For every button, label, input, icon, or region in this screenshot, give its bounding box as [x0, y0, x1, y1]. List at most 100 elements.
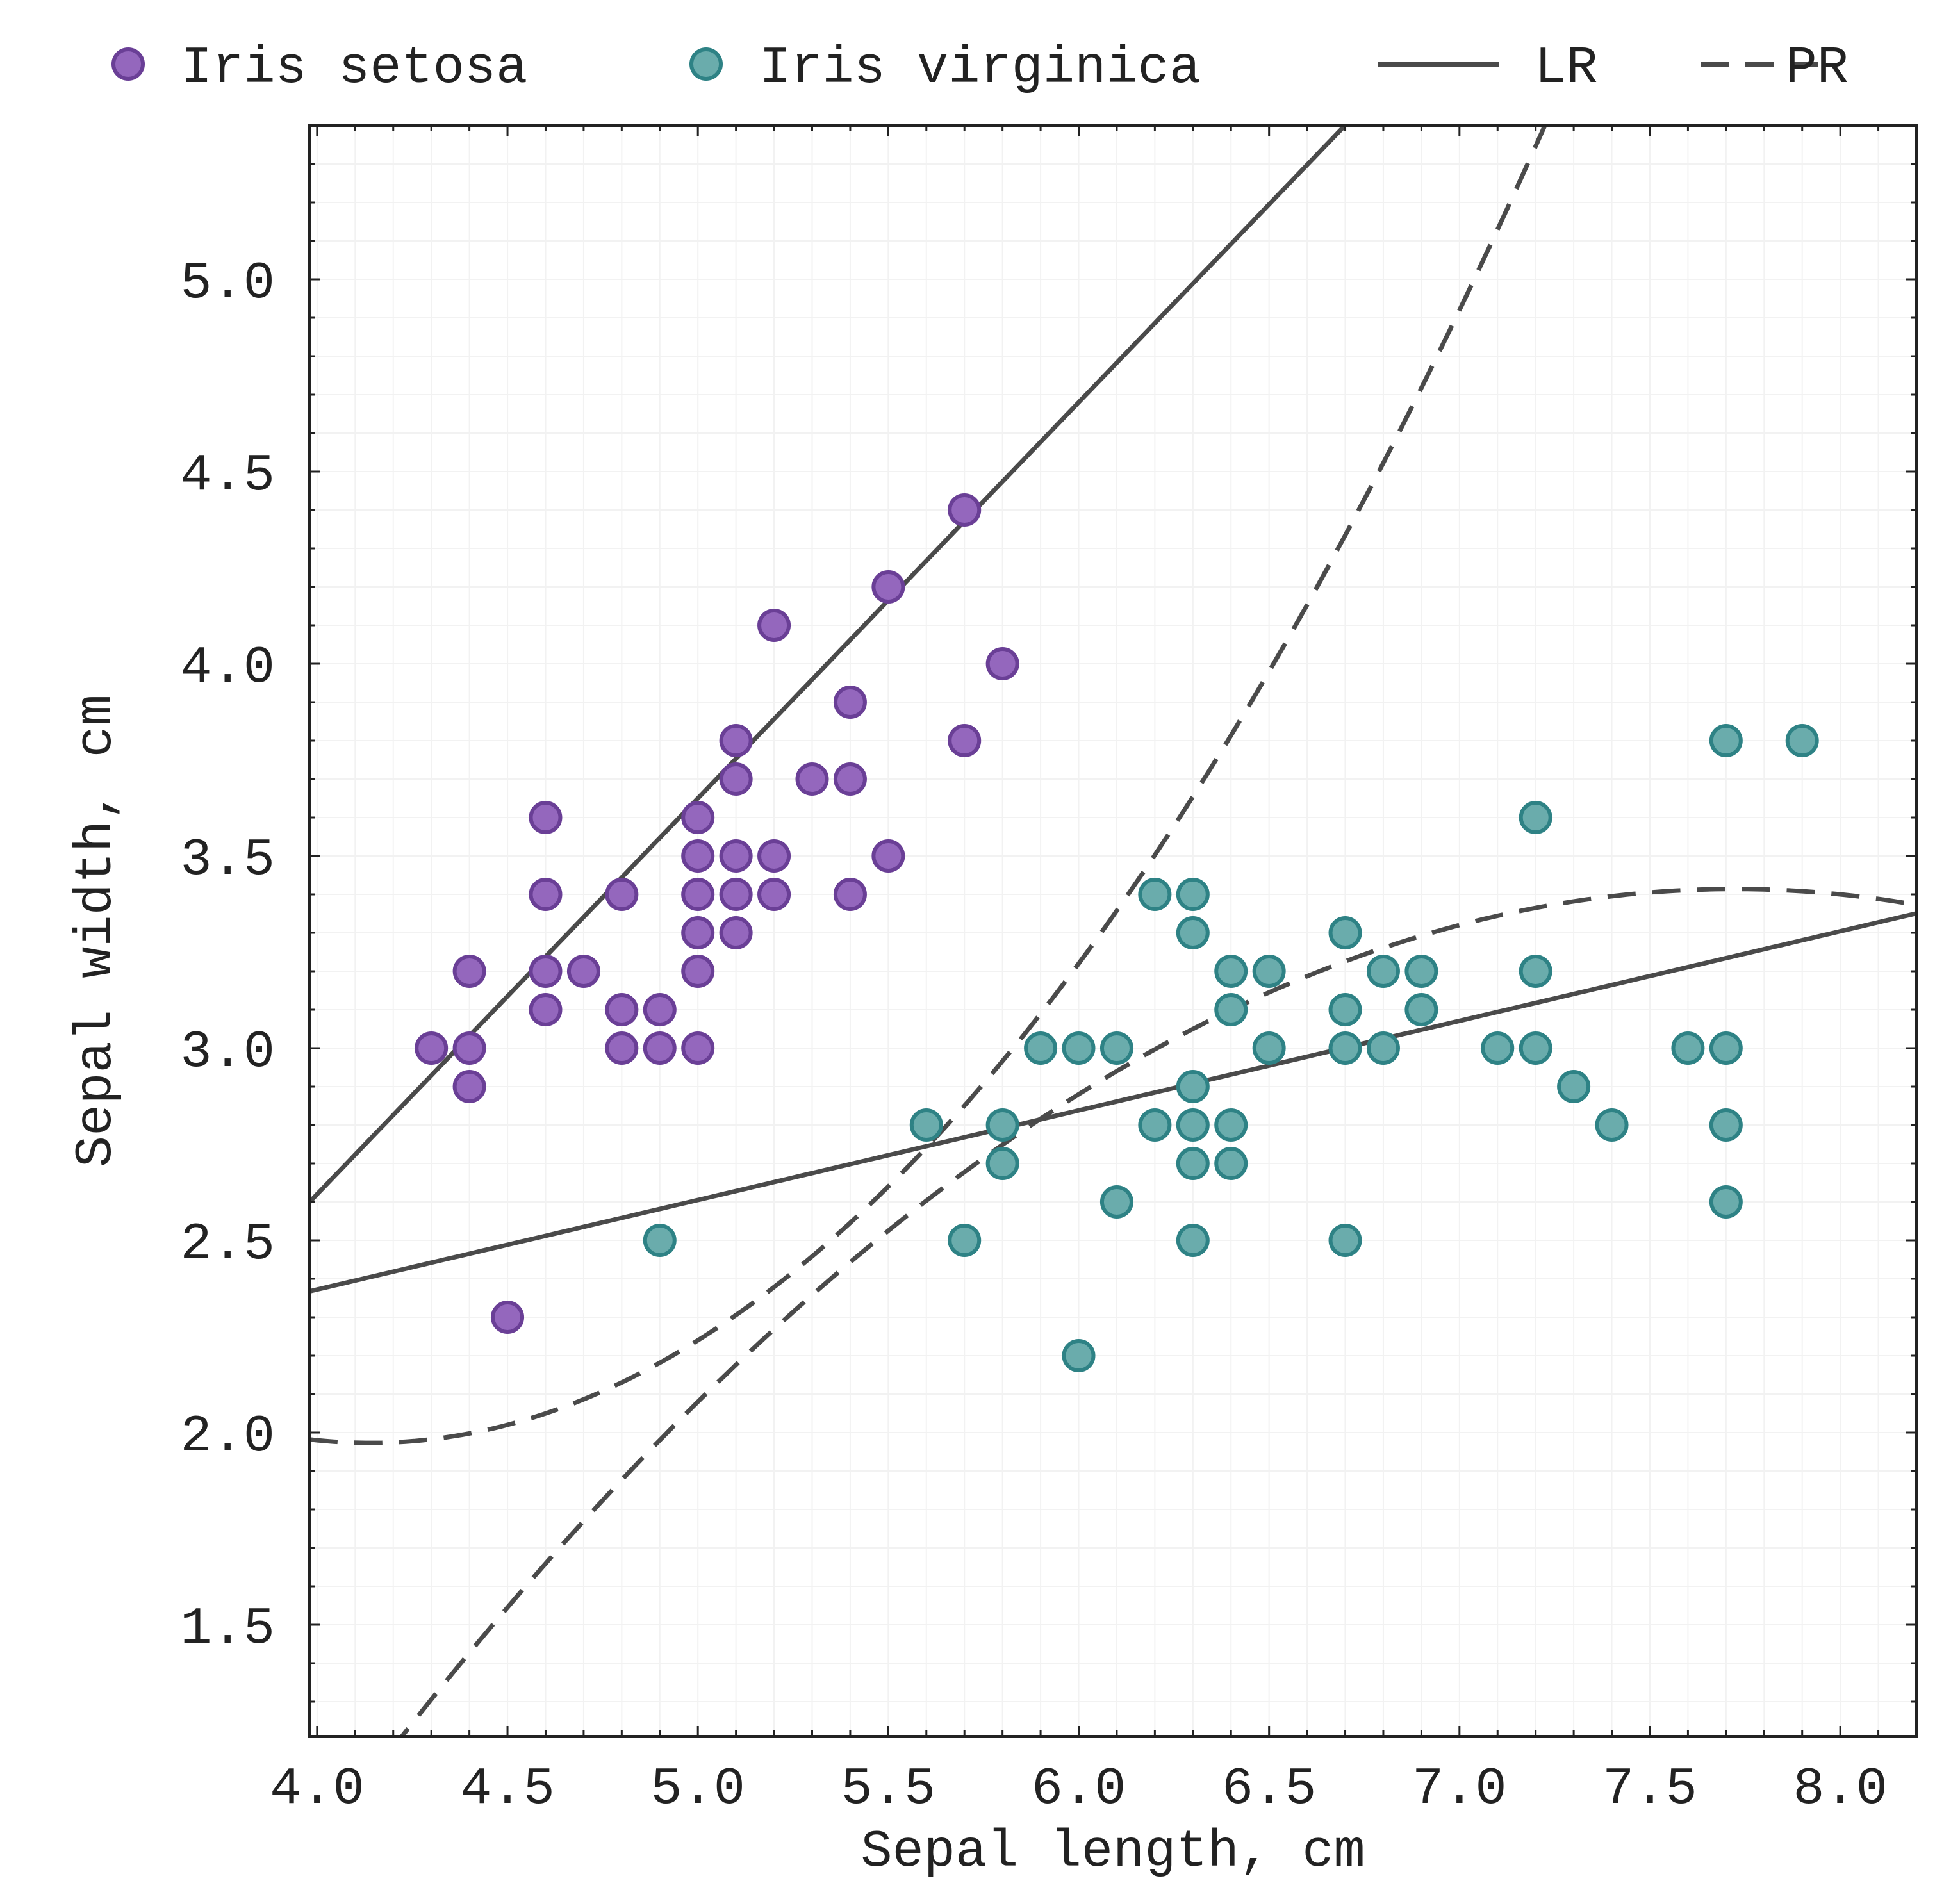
- data-point: [1024, 1031, 1058, 1065]
- x-tick-label: 4.5: [460, 1759, 555, 1819]
- data-point: [681, 1031, 715, 1065]
- y-axis-title: Sepal width, cm: [67, 694, 126, 1167]
- data-point: [1252, 1031, 1286, 1065]
- data-point: [1481, 1031, 1515, 1065]
- data-point: [757, 839, 791, 873]
- data-point: [871, 570, 905, 604]
- x-axis-title: Sepal length, cm: [861, 1822, 1365, 1882]
- data-point: [643, 1224, 677, 1257]
- fit-lines: [309, 126, 1916, 1736]
- data-point: [719, 839, 753, 873]
- legend: Iris setosa Iris virginica LR PR: [111, 38, 1849, 98]
- y-tick-label: 3.5: [180, 830, 275, 890]
- data-point: [1709, 1185, 1743, 1219]
- data-point: [833, 878, 867, 911]
- plot-frame: [308, 124, 1918, 1738]
- data-point: [681, 916, 715, 949]
- pr-line-setosa: [309, 126, 1547, 1445]
- x-tick-label: 4.0: [270, 1759, 365, 1819]
- axes: 4.0 4.5 5.0 5.5 6.0 6.5 7.0 7.5 8.0 1.5 2.0 2.5 3.0 3…: [180, 124, 1918, 1819]
- data-point: [415, 1031, 449, 1065]
- legend-marker-iris-setosa: [111, 47, 145, 81]
- data-point: [795, 762, 829, 796]
- data-point: [1138, 878, 1172, 911]
- data-point: [1062, 1031, 1096, 1065]
- y-tick-label: 4.0: [180, 638, 275, 698]
- data-point: [985, 1147, 1019, 1180]
- data-point: [1709, 1031, 1743, 1065]
- x-tick-label: 5.0: [650, 1759, 745, 1819]
- data-point: [1404, 955, 1438, 988]
- data-point: [1138, 1108, 1172, 1142]
- x-tick-label: 7.5: [1602, 1759, 1697, 1819]
- data-point: [1214, 993, 1248, 1026]
- data-point: [452, 1070, 486, 1103]
- data-point: [1099, 1185, 1133, 1219]
- data-point: [681, 839, 715, 873]
- data-point: [719, 916, 753, 949]
- data-point: [681, 955, 715, 988]
- data-point: [1328, 1031, 1362, 1065]
- plot-area: 4.0 4.5 5.0 5.5 6.0 6.5 7.0 7.5 8.0 1.5 2.0 2.5 3.0 3…: [180, 124, 1918, 1819]
- data-point: [643, 1031, 677, 1065]
- data-point: [1709, 1108, 1743, 1142]
- data-point: [643, 993, 677, 1026]
- data-point: [452, 955, 486, 988]
- data-point: [1062, 1339, 1096, 1372]
- series-setosa: [415, 493, 1019, 1334]
- data-point: [1328, 1224, 1362, 1257]
- data-point: [1404, 993, 1438, 1026]
- y-tick-label: 2.0: [180, 1407, 275, 1467]
- data-point: [1214, 1147, 1248, 1180]
- data-point: [757, 609, 791, 642]
- data-point: [605, 1031, 639, 1065]
- lr-line-setosa: [309, 126, 1348, 1204]
- data-point: [1176, 1147, 1210, 1180]
- data-point: [681, 878, 715, 911]
- y-tick-label: 5.0: [180, 254, 275, 313]
- lr-line-virginica: [309, 911, 1916, 1294]
- y-tick-label: 4.5: [180, 446, 275, 505]
- y-tick-label: 1.5: [180, 1599, 275, 1659]
- legend-label-iris-setosa: Iris setosa: [181, 38, 527, 98]
- data-point: [833, 762, 867, 796]
- data-point: [529, 801, 563, 834]
- legend-marker-iris-virginica: [689, 47, 723, 81]
- data-point: [1252, 955, 1286, 988]
- data-point: [1214, 955, 1248, 988]
- data-point: [529, 993, 563, 1026]
- data-point: [529, 878, 563, 911]
- data-point: [1671, 1031, 1705, 1065]
- data-point: [605, 878, 639, 911]
- data-point: [1519, 1031, 1552, 1065]
- data-point: [948, 1224, 982, 1257]
- data-point: [985, 1108, 1019, 1142]
- y-tick-label: 2.5: [180, 1215, 275, 1274]
- data-point: [719, 878, 753, 911]
- legend-label-iris-virginica: Iris virginica: [759, 38, 1201, 98]
- data-point: [871, 839, 905, 873]
- data-point: [1176, 916, 1210, 949]
- data-point: [1366, 955, 1400, 988]
- data-point: [1557, 1070, 1591, 1103]
- data-point: [1176, 878, 1210, 911]
- data-point: [833, 686, 867, 719]
- data-point: [1328, 916, 1362, 949]
- data-point: [1519, 955, 1552, 988]
- data-point: [1785, 724, 1819, 757]
- data-point: [452, 1031, 486, 1065]
- data-point: [719, 762, 753, 796]
- data-point: [1099, 1031, 1133, 1065]
- data-point: [719, 724, 753, 757]
- data-point: [1366, 1031, 1400, 1065]
- data-point: [529, 955, 563, 988]
- x-tick-label: 7.0: [1412, 1759, 1507, 1819]
- pr-line-virginica: [399, 887, 1916, 1736]
- legend-label-lr: LR: [1535, 38, 1597, 98]
- data-point: [566, 955, 600, 988]
- data-point: [909, 1108, 943, 1142]
- data-point: [1709, 724, 1743, 757]
- data-point: [1214, 1108, 1248, 1142]
- data-point: [757, 878, 791, 911]
- series-virginica: [643, 724, 1819, 1372]
